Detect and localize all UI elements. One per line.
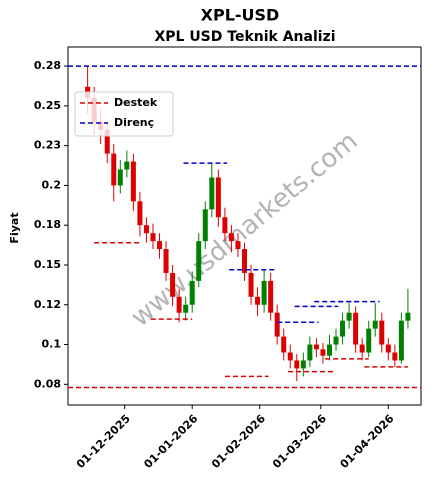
chart-title: XPL-USD [201,6,280,25]
x-tick-label: 01-04-2026 [338,412,397,471]
candle-body [307,344,313,361]
candle-body [157,241,163,250]
candle-body [170,272,176,297]
candle-body [150,233,156,242]
y-tick-label: 0.12 [34,298,61,311]
candle-body [163,249,169,273]
candle-body [228,233,234,242]
candle-body [111,153,117,186]
candle-body [268,280,274,313]
candle-body [372,320,378,329]
candle-body [209,177,215,210]
candle-body [176,296,182,313]
x-tick-label: 01-02-2026 [209,412,268,471]
chart-subtitle: XPL USD Teknik Analizi [154,29,335,45]
candle-body [340,320,346,337]
y-tick-label: 0.18 [34,218,61,231]
candle-body [137,201,143,226]
candle-body [294,360,300,369]
plot-frame [67,46,422,406]
watermark: www.usdmarkets.com [126,126,364,333]
candle-body [189,280,195,305]
x-tick-label: 01-03-2026 [270,412,329,471]
x-tick-label: 01-12-2025 [74,412,133,471]
candle-body [359,344,365,353]
candle-body [353,312,359,345]
y-tick-label: 0.2 [42,178,62,191]
candle-body [255,296,261,305]
x-tick-label: 01-01-2026 [141,412,200,471]
y-tick-label: 0.23 [34,139,61,152]
candle-body [124,161,130,170]
candle-body [379,320,385,345]
candle-body [215,177,221,218]
candle-body [222,217,228,234]
candle-body [202,209,208,242]
candle-body [385,344,391,353]
candle-body [346,312,352,321]
candle-body [242,249,247,273]
y-tick-label: 0.08 [34,377,61,390]
candle-body [235,241,241,250]
candle-body [281,336,287,353]
candle-body [287,352,293,361]
candle-body [104,129,110,154]
candle-body [300,360,306,369]
y-tick-label: 0.15 [34,258,61,271]
y-tick-label: 0.1 [42,338,62,351]
candle-body [313,344,319,350]
candle-body [274,312,280,337]
candle-body [392,352,398,361]
y-tick-label: 0.28 [34,59,61,72]
candle-body [183,304,189,313]
y-tick-label: 0.25 [34,99,61,112]
candle-body [320,349,326,356]
candle-body [130,161,136,202]
legend-label: Direnç [114,116,154,129]
candle-body [261,280,267,305]
candle-body [333,336,339,345]
candle-body [143,225,149,234]
legend-label: Destek [114,96,158,109]
candle-body [117,169,123,186]
candle-body [366,328,372,353]
candle-body [248,272,254,297]
candle-body [398,320,404,361]
candle-body [196,241,202,281]
y-axis-label: Fiyat [8,212,21,243]
candle-body [405,312,411,321]
candle-body [326,344,332,356]
